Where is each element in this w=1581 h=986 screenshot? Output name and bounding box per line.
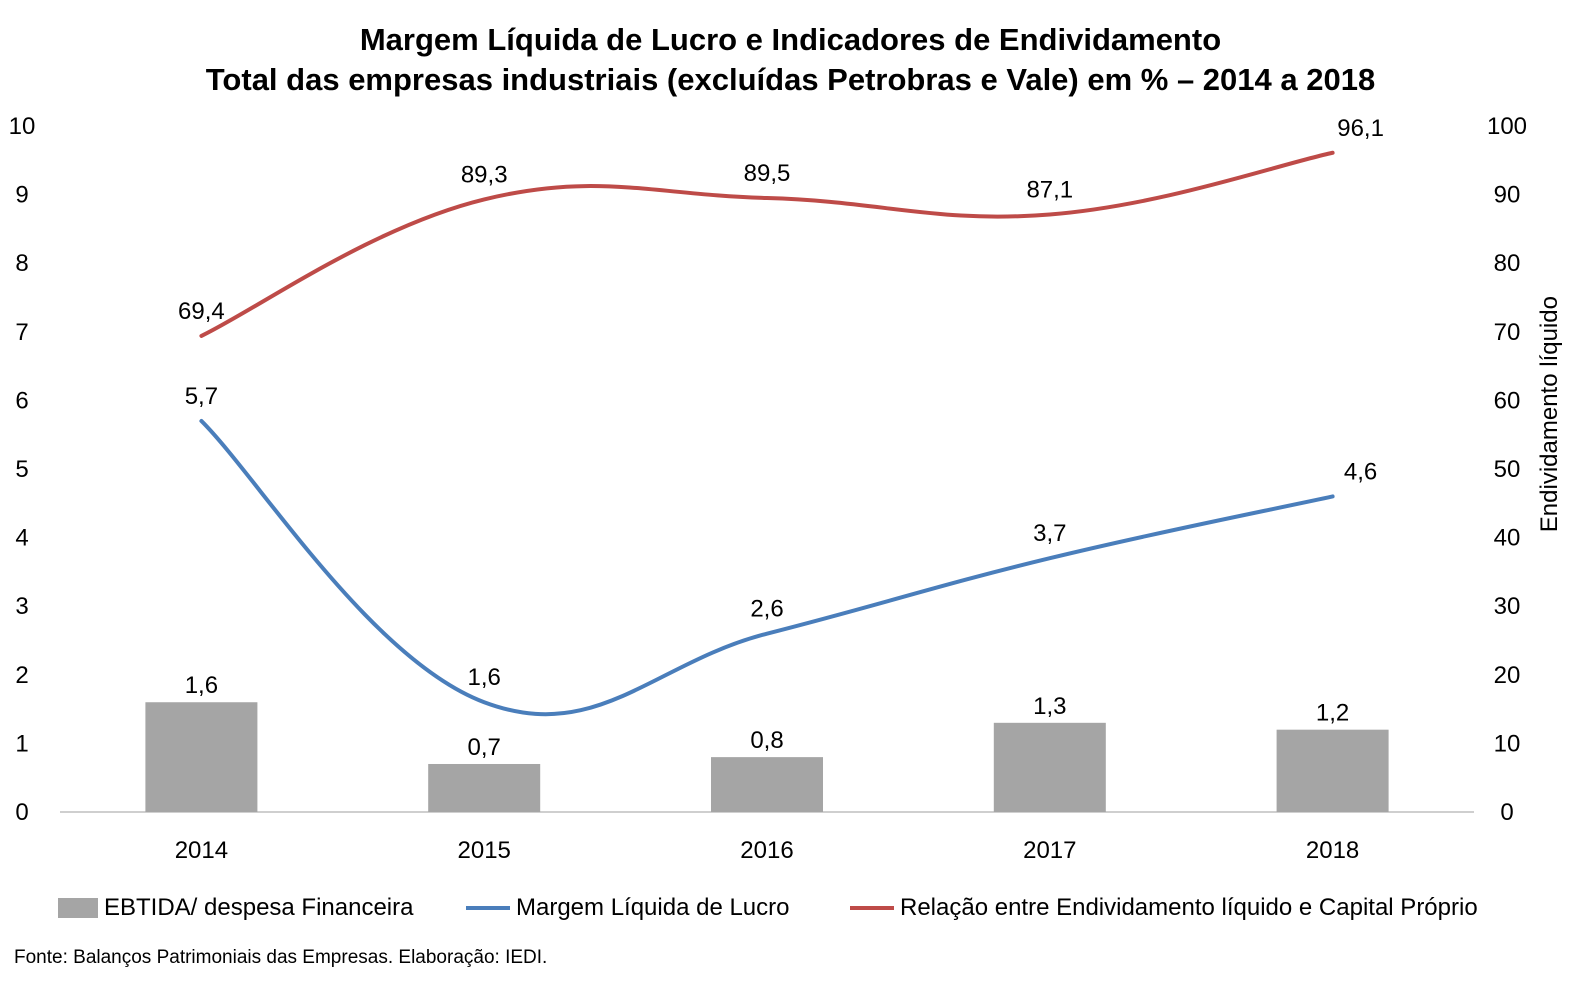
y-right-tick-label: 90 <box>1494 182 1521 209</box>
bar-data-label: 0,8 <box>750 727 783 754</box>
x-tick-label: 2014 <box>175 837 228 864</box>
line-data-label: 89,5 <box>744 160 791 187</box>
chart-title-line-1: Margem Líquida de Lucro e Indicadores de… <box>359 22 1222 57</box>
legend-swatch-margem <box>466 906 510 910</box>
y-right-tick-label: 80 <box>1494 250 1521 277</box>
y-left-tick-label: 10 <box>9 113 36 140</box>
line-data-label: 96,1 <box>1337 115 1384 142</box>
y-right-tick-label: 30 <box>1494 593 1521 620</box>
bar-2015 <box>428 763 541 812</box>
chart-title: Margem Líquida de Lucro e Indicadores de… <box>0 20 1581 100</box>
legend-swatch-relacao <box>850 906 894 910</box>
line-rela-o-entre-endividamento-l-quido-e-capital-pr-prio <box>199 150 1335 338</box>
legend-label-ebtida: EBTIDA/ despesa Financeira <box>104 894 414 921</box>
y-left-tick-label: 8 <box>15 250 28 277</box>
y-right-tick-label: 0 <box>1500 799 1513 826</box>
y-left-tick-label: 2 <box>15 662 28 689</box>
x-tick-label: 2018 <box>1306 837 1359 864</box>
legend-item-margem: Margem Líquida de Lucro <box>466 890 790 926</box>
x-tick-label: 2016 <box>740 837 793 864</box>
bar-data-label: 1,3 <box>1033 693 1066 720</box>
bar-data-label: 1,6 <box>185 672 218 699</box>
line-data-label: 1,6 <box>468 664 501 691</box>
x-tick-label: 2015 <box>458 837 511 864</box>
legend: EBTIDA/ despesa Financeira Margem Líquid… <box>0 890 1581 926</box>
bar-series <box>145 702 1389 812</box>
line-margem-l-quida-de-lucro <box>199 418 1335 717</box>
bar-data-label: 0,7 <box>468 734 501 761</box>
y-left-tick-label: 5 <box>15 456 28 483</box>
y-left-tick-label: 7 <box>15 319 28 346</box>
line-data-label: 3,7 <box>1033 520 1066 547</box>
line-data-label: 89,3 <box>461 161 508 188</box>
y-left-tick-label: 4 <box>15 525 28 552</box>
legend-item-ebtida: EBTIDA/ despesa Financeira <box>58 890 413 926</box>
y-right-tick-label: 60 <box>1494 387 1521 414</box>
chart-title-line-2: Total das empresas industriais (excluída… <box>205 62 1376 97</box>
x-tick-label: 2017 <box>1023 837 1076 864</box>
bar-2018 <box>1276 729 1389 812</box>
y-right-tick-label: 10 <box>1494 730 1521 757</box>
y-right-tick-label: 20 <box>1494 662 1521 689</box>
line-data-label: 2,6 <box>750 596 783 623</box>
y-left-tick-label: 1 <box>15 730 28 757</box>
bar-2017 <box>993 722 1106 812</box>
source-footnote: Fonte: Balanços Patrimoniais das Empresa… <box>14 947 548 968</box>
y-left-tick-label: 6 <box>15 387 28 414</box>
line-data-label: 87,1 <box>1026 176 1073 203</box>
y-left-tick-label: 3 <box>15 593 28 620</box>
y-right-tick-label: 100 <box>1487 113 1527 140</box>
y-right-tick-label: 70 <box>1494 319 1521 346</box>
y-right-tick-label: 40 <box>1494 525 1521 552</box>
bar-2014 <box>145 702 258 812</box>
line-series <box>199 150 1335 717</box>
axes: 0123456789100102030405060708090100Endivi… <box>9 113 1563 864</box>
y-right-axis-title: Endividamento líquido <box>1536 296 1563 532</box>
data-labels: 1,6 0,7 0,8 1,3 1,2 5,7 1,6 2,6 3,7 4,6 69,4 89,3 89… <box>178 115 1384 761</box>
bar-2016 <box>711 757 823 812</box>
y-right-tick-label: 50 <box>1494 456 1521 483</box>
y-left-tick-label: 9 <box>15 182 28 209</box>
y-left-tick-label: 0 <box>15 799 28 826</box>
bar-data-label: 1,2 <box>1316 700 1349 727</box>
line-data-label: 5,7 <box>185 383 218 410</box>
legend-label-margem: Margem Líquida de Lucro <box>516 894 790 921</box>
line-data-label: 69,4 <box>178 298 225 325</box>
line-data-label: 4,6 <box>1344 458 1377 485</box>
legend-label-relacao: Relação entre Endividamento líquido e Ca… <box>900 894 1478 921</box>
legend-swatch-ebtida <box>58 898 98 918</box>
legend-item-relacao: Relação entre Endividamento líquido e Ca… <box>850 890 1478 926</box>
